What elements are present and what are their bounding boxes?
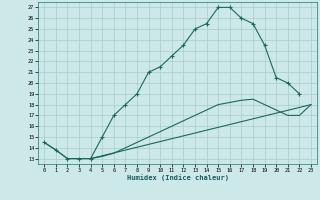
- X-axis label: Humidex (Indice chaleur): Humidex (Indice chaleur): [127, 175, 228, 181]
